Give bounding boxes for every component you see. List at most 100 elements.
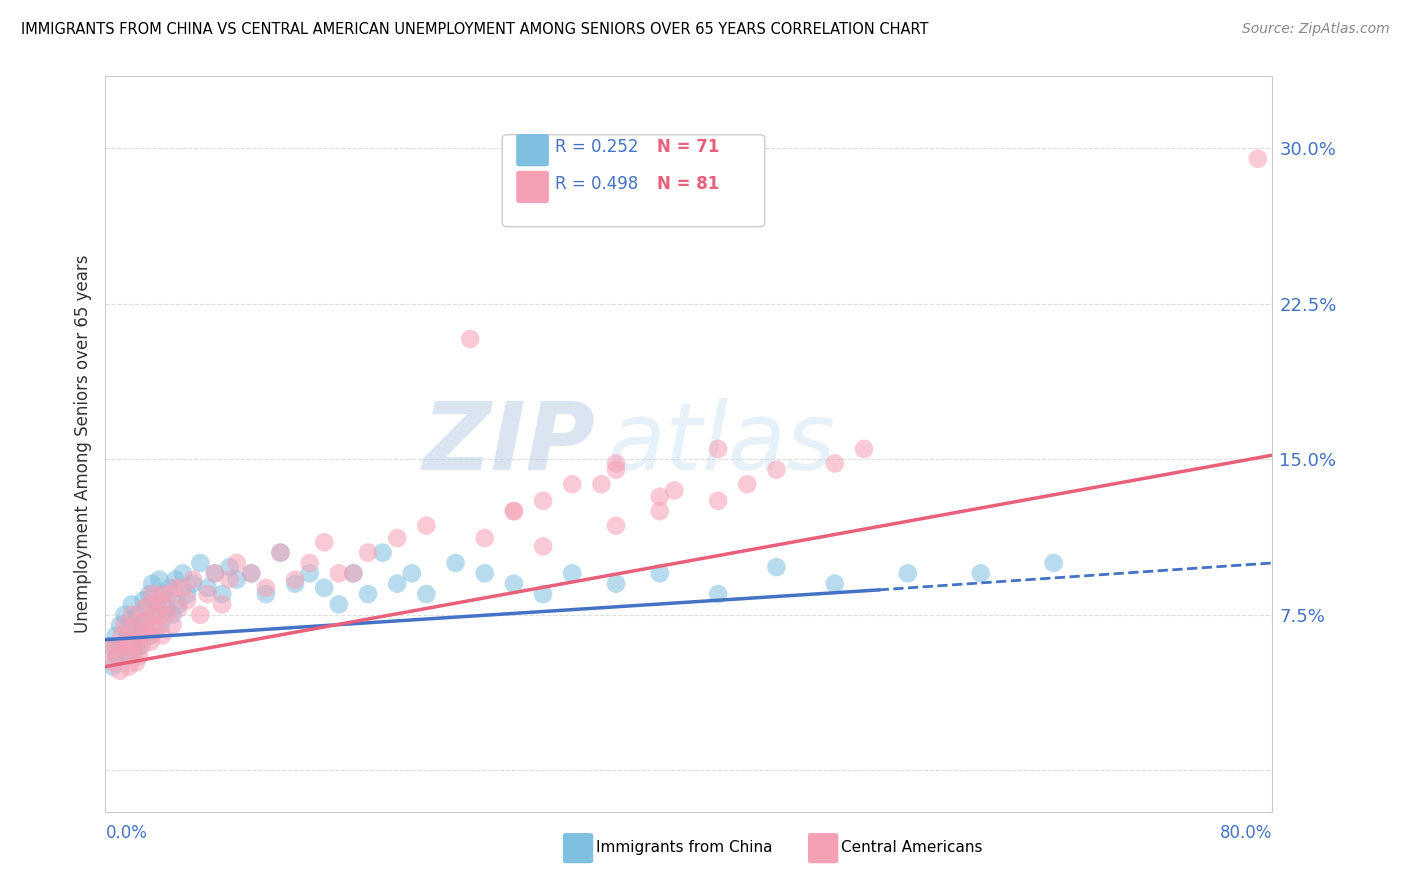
- Point: [108, 618, 131, 632]
- Point: [1042, 556, 1064, 570]
- Point: [172, 581, 194, 595]
- Point: [1247, 152, 1270, 166]
- Point: [138, 598, 160, 612]
- Point: [141, 576, 163, 591]
- Point: [120, 622, 142, 636]
- Point: [444, 556, 467, 570]
- Point: [181, 573, 204, 587]
- Point: [134, 614, 156, 628]
- Point: [188, 607, 211, 622]
- Point: [211, 587, 233, 601]
- Text: atlas: atlas: [607, 398, 835, 490]
- Point: [127, 607, 149, 622]
- Point: [139, 634, 162, 648]
- Point: [765, 560, 787, 574]
- Point: [141, 587, 163, 601]
- Point: [328, 566, 350, 581]
- Point: [115, 643, 138, 657]
- Point: [561, 477, 583, 491]
- Point: [156, 607, 179, 622]
- Point: [131, 639, 153, 653]
- Point: [120, 614, 142, 628]
- Point: [357, 546, 380, 560]
- Point: [108, 664, 131, 678]
- Text: ZIP: ZIP: [423, 398, 596, 490]
- Point: [105, 649, 128, 664]
- Point: [98, 643, 121, 657]
- Point: [648, 566, 671, 581]
- Point: [121, 598, 143, 612]
- Point: [254, 581, 277, 595]
- Point: [165, 573, 187, 587]
- Point: [605, 457, 627, 471]
- Point: [172, 566, 194, 581]
- Point: [225, 573, 247, 587]
- Point: [122, 643, 145, 657]
- Text: R = 0.252: R = 0.252: [555, 138, 638, 156]
- Point: [474, 566, 496, 581]
- Text: Immigrants from China: Immigrants from China: [596, 840, 772, 855]
- Y-axis label: Unemployment Among Seniors over 65 years: Unemployment Among Seniors over 65 years: [73, 254, 91, 633]
- Point: [211, 598, 233, 612]
- Point: [254, 587, 277, 601]
- Point: [458, 332, 481, 346]
- Point: [127, 614, 149, 628]
- Point: [197, 587, 219, 601]
- Point: [149, 618, 172, 632]
- Point: [159, 581, 181, 595]
- Point: [132, 593, 155, 607]
- Text: 80.0%: 80.0%: [1220, 824, 1272, 842]
- Point: [176, 587, 198, 601]
- Point: [165, 581, 187, 595]
- Point: [591, 477, 613, 491]
- Point: [129, 618, 152, 632]
- Point: [112, 607, 135, 622]
- Point: [149, 587, 172, 601]
- Point: [153, 587, 174, 601]
- Point: [105, 649, 128, 664]
- Point: [128, 639, 150, 653]
- Point: [145, 622, 167, 636]
- Point: [111, 639, 134, 653]
- Point: [561, 566, 583, 581]
- Point: [132, 601, 155, 615]
- Text: N = 71: N = 71: [658, 138, 720, 156]
- Point: [970, 566, 993, 581]
- Point: [138, 587, 160, 601]
- Point: [142, 618, 165, 632]
- Point: [204, 566, 226, 581]
- Point: [284, 576, 307, 591]
- Point: [531, 540, 554, 554]
- Point: [125, 643, 148, 657]
- Point: [118, 659, 141, 673]
- Point: [225, 556, 247, 570]
- Point: [148, 573, 170, 587]
- Point: [118, 649, 141, 664]
- FancyBboxPatch shape: [808, 833, 838, 863]
- Text: 0.0%: 0.0%: [105, 824, 148, 842]
- Point: [176, 593, 198, 607]
- Point: [117, 634, 139, 648]
- Point: [139, 628, 162, 642]
- Point: [112, 618, 135, 632]
- Point: [115, 632, 138, 647]
- Point: [737, 477, 759, 491]
- Point: [150, 628, 173, 642]
- Point: [153, 598, 174, 612]
- Point: [765, 463, 787, 477]
- Point: [101, 656, 124, 670]
- Point: [401, 566, 423, 581]
- FancyBboxPatch shape: [502, 135, 765, 227]
- Point: [124, 634, 146, 648]
- Point: [824, 457, 846, 471]
- Point: [240, 566, 263, 581]
- Point: [135, 614, 157, 628]
- Point: [124, 628, 146, 642]
- Point: [852, 442, 875, 456]
- Point: [314, 581, 336, 595]
- Text: R = 0.498: R = 0.498: [555, 175, 638, 193]
- Point: [122, 634, 145, 648]
- Point: [117, 622, 139, 636]
- Text: IMMIGRANTS FROM CHINA VS CENTRAL AMERICAN UNEMPLOYMENT AMONG SENIORS OVER 65 YEA: IMMIGRANTS FROM CHINA VS CENTRAL AMERICA…: [21, 22, 928, 37]
- Point: [385, 576, 409, 591]
